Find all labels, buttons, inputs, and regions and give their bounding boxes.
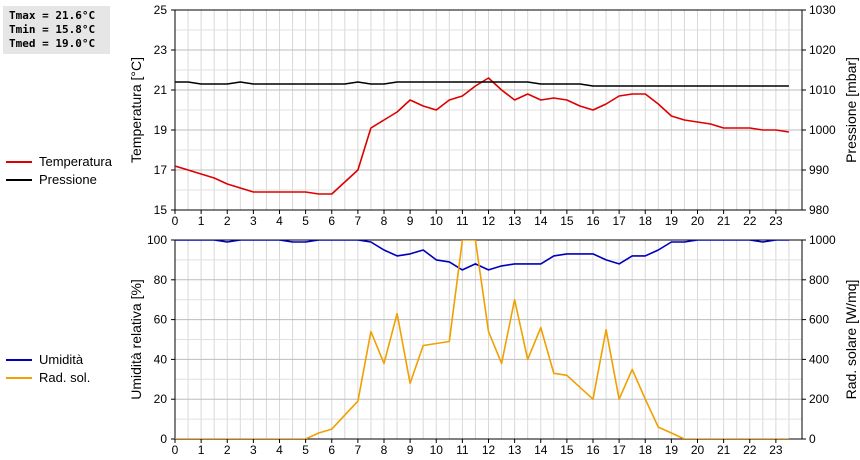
tmin-stat: Tmin = 15.8°C [9,23,96,36]
humidity-radiation-y2-tick-label: 1000 [809,233,836,247]
temp-pressure-x-tick-label: 0 [172,214,179,228]
series-rad-sol-line [175,240,789,439]
humidity-radiation-y-tick-label: 0 [160,432,167,446]
temp-pressure-y-tick-label: 15 [154,203,168,217]
humidity-radiation-x-tick-label: 10 [430,443,444,457]
humidity-radiation-y2-tick-label: 800 [809,273,829,287]
temp-pressure-x-tick-label: 10 [430,214,444,228]
temp-pressure-y-tick-label: 17 [154,163,168,177]
tmax-stat: Tmax = 21.6°C [9,9,96,22]
temp-pressure-x-tick-label: 4 [276,214,283,228]
temp-pressure-y-tick-label: 19 [154,123,168,137]
temp-pressure-x-tick-label: 23 [769,214,783,228]
temp-pressure-x-tick-label: 7 [355,214,362,228]
temp-pressure-x-tick-label: 9 [407,214,414,228]
temp-pressure-ylabel: Temperatura [°C] [128,57,144,163]
humidity-radiation-x-tick-label: 1 [198,443,205,457]
humidity-radiation-ylabel: Umidità relativa [%] [128,279,144,400]
humidity-radiation-y2-tick-label: 0 [809,432,816,446]
temp-pressure-y2label: Pressione [mbar] [843,57,859,163]
humidity-radiation-y-tick-label: 40 [154,352,168,366]
temp-pressure-x-tick-label: 16 [586,214,600,228]
temp-pressure-x-tick-label: 3 [250,214,257,228]
humidity-radiation-y-tick-label: 20 [154,392,168,406]
humidity-radiation-x-tick-label: 18 [639,443,653,457]
humidity-radiation-y-tick-label: 100 [147,233,167,247]
humidity-radiation-x-tick-label: 2 [224,443,231,457]
temp-pressure-x-tick-label: 13 [508,214,522,228]
temp-pressure-x-tick-label: 19 [665,214,679,228]
temp-pressure-x-tick-label: 14 [534,214,548,228]
humidity-radiation-x-tick-label: 13 [508,443,522,457]
temp-pressure-y2-tick-label: 980 [809,203,829,217]
humidity-radiation-x-tick-label: 8 [381,443,388,457]
temp-pressure-y-tick-label: 25 [154,3,168,17]
temp-pressure-x-tick-label: 11 [456,214,469,228]
humidity-radiation-x-tick-label: 23 [769,443,783,457]
stats-box: Tmax = 21.6°C Tmin = 15.8°C Tmed = 19.0°… [3,6,110,54]
temp-pressure-y-tick-label: 21 [154,83,168,97]
humidity-radiation-x-tick-label: 19 [665,443,679,457]
legend-label-umidita: Umidità [39,352,84,367]
humidity-radiation-x-tick-label: 9 [407,443,414,457]
temp-pressure-x-tick-label: 20 [691,214,705,228]
humidity-radiation-x-tick-label: 21 [717,443,731,457]
tmed-stat: Tmed = 19.0°C [9,37,96,50]
temp-pressure-x-tick-label: 5 [302,214,309,228]
temp-pressure-x-tick-label: 18 [639,214,653,228]
temp-pressure-y2-tick-label: 990 [809,163,829,177]
humidity-radiation-x-tick-label: 3 [250,443,257,457]
humidity-radiation-y2-tick-label: 400 [809,352,829,366]
legend-swatch-pressione [6,179,32,181]
humidity-radiation-y2-tick-label: 200 [809,392,829,406]
legend-label-rad-sol: Rad. sol. [39,370,91,385]
legend-label-pressione: Pressione [39,172,97,187]
temp-pressure-x-tick-label: 6 [328,214,335,228]
series-umidit-line [175,240,789,271]
humidity-radiation-x-tick-label: 15 [560,443,574,457]
humidity-radiation-y2label: Rad. solare [W/mq] [843,280,859,400]
humidity-radiation-x-tick-label: 16 [586,443,600,457]
temp-pressure-y2-tick-label: 1020 [809,43,836,57]
temp-pressure-x-tick-label: 21 [717,214,731,228]
temp-pressure-x-tick-label: 15 [560,214,574,228]
humidity-radiation-x-tick-label: 22 [743,443,757,457]
humidity-radiation-y-tick-label: 60 [154,313,168,327]
temp-pressure-x-tick-label: 2 [224,214,231,228]
temp-pressure-x-tick-label: 8 [381,214,388,228]
legend-swatch-temperatura [6,161,32,163]
humidity-radiation-x-tick-label: 0 [172,443,179,457]
humidity-radiation-x-tick-label: 14 [534,443,548,457]
series-pressione-line [175,81,789,87]
temp-pressure-y2-tick-label: 1010 [809,83,836,97]
humidity-radiation-y-tick-label: 80 [154,273,168,287]
temp-pressure-y2-tick-label: 1030 [809,3,836,17]
legend-swatch-umidita [6,359,32,361]
series-temperatura-line [175,77,790,195]
humidity-radiation-x-tick-label: 11 [456,443,469,457]
temp-pressure-x-tick-label: 12 [482,214,496,228]
legend-label-temperatura: Temperatura [39,154,112,169]
humidity-radiation-x-tick-label: 4 [276,443,283,457]
humidity-radiation-x-tick-label: 7 [355,443,362,457]
humidity-radiation-x-tick-label: 12 [482,443,496,457]
temp-pressure-x-tick-label: 17 [612,214,626,228]
humidity-radiation-x-tick-label: 20 [691,443,705,457]
legend-swatch-rad-sol [6,377,32,379]
humidity-radiation-x-tick-label: 17 [612,443,626,457]
humidity-radiation-y2-tick-label: 600 [809,313,829,327]
humidity-radiation-x-tick-label: 6 [328,443,335,457]
temp-pressure-x-tick-label: 22 [743,214,757,228]
temp-pressure-y-tick-label: 23 [154,43,168,57]
temp-pressure-x-tick-label: 1 [198,214,205,228]
humidity-radiation-x-tick-label: 5 [302,443,309,457]
temp-pressure-y2-tick-label: 1000 [809,123,836,137]
